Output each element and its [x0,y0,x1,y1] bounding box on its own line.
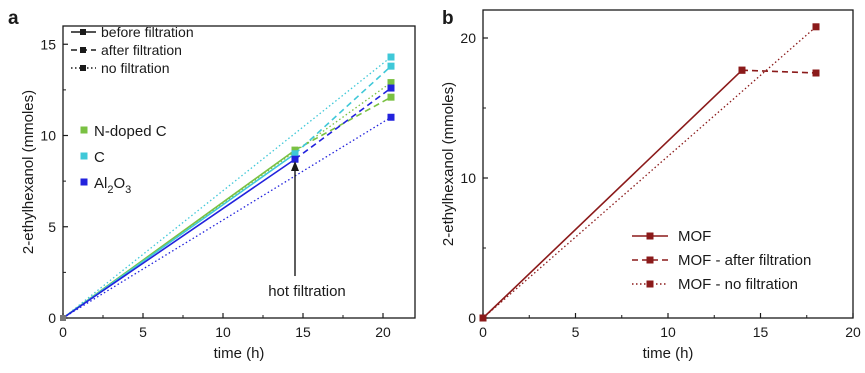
panel-b-x-tick-label: 5 [572,324,580,340]
panel-b-x-tick-label: 0 [479,324,487,340]
panel-a-point-n-doped-c [387,79,395,87]
panel-a-point-c [291,150,299,158]
panel-b-legend-marker [646,280,654,288]
panel-b-line-mof-after-filtration [741,69,817,74]
panel-a-material-legend-text: O [113,175,125,192]
panel-a-x-tick-label: 20 [375,324,391,340]
panel-b-legend-label: MOF - no filtration [678,276,798,293]
panel-a-x-tick-label: 0 [59,324,67,340]
panel-b-legend-label: MOF - after filtration [678,252,811,269]
panel-a-line-n-doped-c-after-filtration [294,96,392,151]
panel-a-material-legend-text: C [94,149,105,166]
panel-a-plot-frame [62,25,416,319]
panel-a-y-tick-label: 5 [48,219,56,235]
panel-a-material-legend-marker [80,126,88,134]
panel-a-legend-label: no filtration [101,60,169,76]
panel-a-legend-label: before filtration [101,24,194,40]
panel-b-legend-label: MOF [678,228,711,245]
panel-a-point-c [387,53,395,61]
panel-b-y-tick-label: 0 [468,310,476,326]
panel-a-material-legend-subscript: 2 [107,184,113,196]
panel-a-legend-marker [80,47,86,53]
panel-b-x-tick-label: 10 [660,324,676,340]
panel-b-y-tick-label: 10 [460,170,476,186]
panel-b-legend-marker [646,256,654,264]
panel-a-y-tick-label: 0 [48,310,56,326]
panel-a-point-n-doped-c [291,146,299,154]
panel-b-point-mof-no-filtration [479,314,487,322]
panel-b-x-tick-label: 20 [845,324,861,340]
panel-b-plot-frame [482,9,854,319]
panel-a-point-al2o3 [387,113,395,121]
panel-a-y-tick-label: 10 [40,128,56,144]
panel-a-point-c [387,62,395,70]
panel-a-point-origin [60,315,66,321]
panel-a-legend-marker [80,29,86,35]
panel-b-line-mof [482,69,743,319]
panel-a-y-axis-title: 2-ethylhexanol (mmoles) [20,90,37,254]
panel-a-material-legend-marker [80,178,88,186]
panel-a-line-c-after-filtration [294,65,392,155]
panel-a-x-tick-label: 10 [215,324,231,340]
panel-b-x-tick-label: 15 [753,324,769,340]
panel-a-point-al2o3 [387,84,395,92]
panel-a-point-n-doped-c [387,93,395,101]
panel-a-line-al2o3-before-filtration [62,158,296,319]
panel-a-material-legend-label: C [94,149,105,166]
panel-a-y-tick-label: 15 [40,36,56,52]
panel-b-y-tick-label: 20 [460,30,476,46]
panel-a-x-tick-label: 15 [295,324,311,340]
panel-b-point-mof-after-filtration [812,69,820,77]
panel-b-x-axis-title: time (h) [643,345,694,362]
panel-a-x-tick-label: 5 [139,324,147,340]
panel-b-point-mof-no-filtration [812,23,820,31]
panel-a-material-legend-text: N-doped C [94,123,167,140]
panel-b-label: b [442,8,454,29]
panel-a-line-n-doped-c-no-filtration [62,82,392,319]
panel-a-annotation-label: hot filtration [268,283,346,300]
panel-b-line-mof-no-filtration [482,26,817,319]
panel-b-legend-marker [646,232,654,240]
panel-a-material-legend-subscript: 3 [125,184,131,196]
panel-a-line-al2o3-no-filtration [62,116,392,319]
panel-a-material-legend-marker [80,152,88,160]
panel-a-legend-marker [80,65,86,71]
panel-a-label: a [8,8,19,29]
panel-a-annotation-arrowhead [291,161,299,172]
panel-a-material-legend-label: Al2O3 [94,175,131,196]
panel-a-line-c-no-filtration [62,56,392,319]
panel-a-material-legend-text: Al [94,175,107,192]
panel-a-legend-label: after filtration [101,42,182,58]
panel-a-point-al2o3 [291,155,299,163]
panel-a-material-legend-label: N-doped C [94,123,167,140]
panel-a-x-axis-title: time (h) [214,345,265,362]
panel-b-y-axis-title: 2-ethylhexanol (mmoles) [440,82,457,246]
panel-b-point-mof-after-filtration [738,66,746,74]
